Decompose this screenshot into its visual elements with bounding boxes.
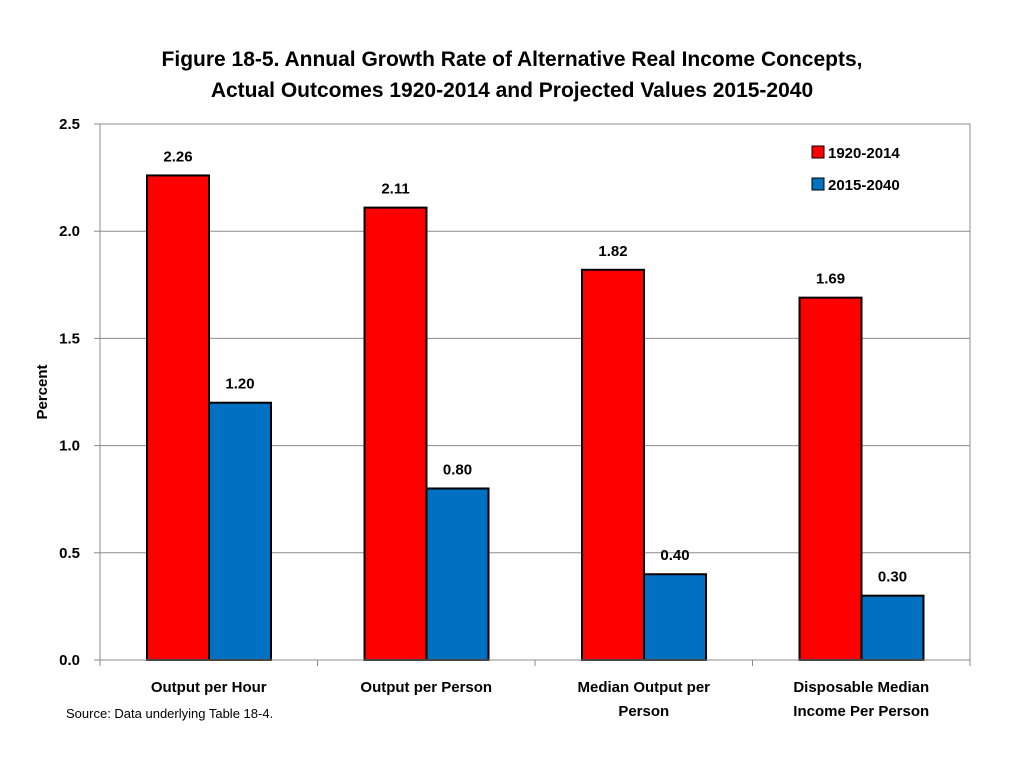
category-label: Output per Hour (151, 679, 267, 696)
bar-1920-2014-0 (146, 174, 210, 661)
y-tick-label: 2.5 (59, 116, 80, 133)
chart-title-line-1: Figure 18-5. Annual Growth Rate of Alter… (162, 48, 863, 71)
data-label: 1.82 (598, 243, 627, 260)
category-label: Median Output per (578, 679, 711, 696)
bars (146, 174, 925, 662)
bar-1920-2014-1 (363, 206, 428, 661)
bar-1920-2014-2 (581, 268, 645, 661)
legend-label: 2015-2040 (828, 177, 900, 194)
bar-2015-2040-0 (208, 401, 272, 661)
legend-swatch-1920-2014 (811, 145, 825, 159)
category-label: Output per Person (360, 679, 492, 696)
y-tick-label: 2.0 (59, 223, 80, 240)
data-label: 1.69 (816, 271, 845, 288)
y-axis-title: Percent (34, 364, 51, 419)
source-note: Source: Data underlying Table 18-4. (66, 706, 273, 721)
y-tick-label: 0.0 (59, 652, 80, 669)
legend-swatch-2015-2040 (811, 177, 825, 191)
y-tick-label: 1.5 (59, 330, 80, 347)
y-tick-labels: 0.0 0.5 1.0 1.5 2.0 2.5 (59, 116, 80, 669)
data-labels: 2.26 1.20 2.11 0.80 1.82 0.40 1.69 0.30 (163, 148, 907, 585)
bar-1920-2014-3 (798, 296, 863, 661)
bar-2015-2040-3 (860, 594, 925, 661)
chart-title: Figure 18-5. Annual Growth Rate of Alter… (162, 48, 863, 102)
x-category-labels: Output per Hour Output per Person Median O… (151, 679, 929, 720)
legend: 1920-2014 2015-2040 (811, 145, 900, 194)
data-label: 1.20 (225, 376, 254, 393)
data-label: 0.40 (660, 547, 689, 564)
y-tick-label: 1.0 (59, 438, 80, 455)
data-label: 0.30 (878, 569, 907, 586)
data-label: 2.11 (381, 181, 409, 198)
legend-label: 1920-2014 (828, 145, 900, 162)
y-tick-label: 0.5 (59, 545, 80, 562)
data-label: 2.26 (163, 148, 192, 165)
chart-title-line-2: Actual Outcomes 1920-2014 and Projected … (211, 79, 813, 102)
bar-2015-2040-1 (425, 487, 490, 662)
category-label: Income Per Person (793, 703, 929, 720)
bar-2015-2040-2 (643, 573, 707, 661)
axes (94, 123, 971, 666)
category-label: Disposable Median (793, 679, 929, 696)
data-label: 0.80 (443, 461, 472, 478)
category-label: Person (618, 703, 669, 720)
